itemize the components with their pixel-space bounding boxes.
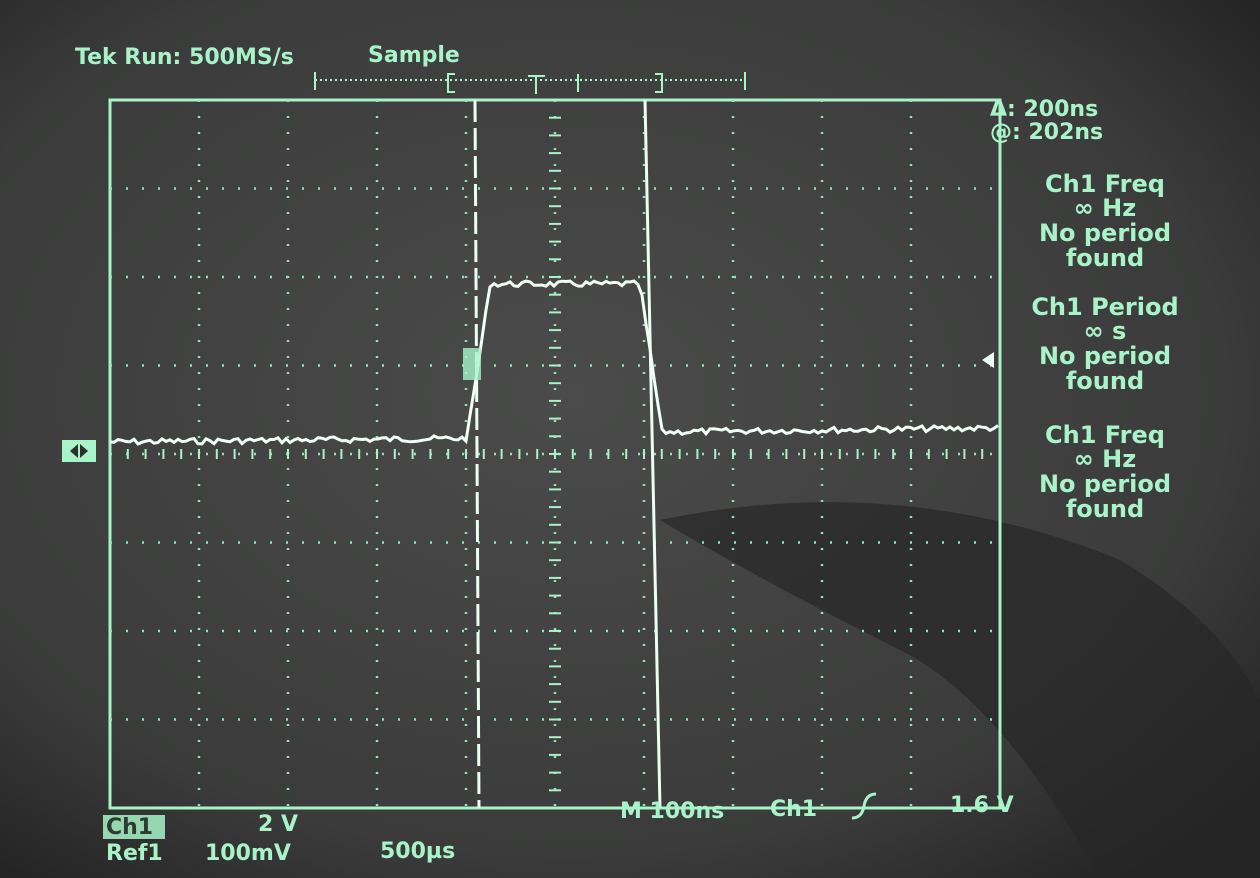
oscilloscope-photo: Tek Run: 500MS/s Sample Δ: 200ns @: 202n… (0, 0, 1260, 878)
measurement-note: found (1066, 367, 1144, 395)
measurement-note: No period (1039, 219, 1171, 247)
ref1-scale: 100mV (205, 841, 291, 866)
measurement-value: ∞ Hz (1074, 194, 1136, 222)
measurement-value: ∞ s (1084, 317, 1127, 345)
ch1-marker (62, 440, 96, 462)
trigger-level: 1.6 V (950, 793, 1014, 818)
measurement-note: found (1066, 244, 1144, 272)
acquire-mode: Sample (368, 43, 460, 68)
timebase: M 100ns (620, 799, 724, 824)
measurement-note: No period (1039, 342, 1171, 370)
ref1-label: Ref1 (106, 841, 163, 866)
measurement-note: No period (1039, 470, 1171, 498)
cursor-at: @: 202ns (990, 120, 1103, 145)
ref1-time: 500µs (380, 839, 455, 864)
trigger-source: Ch1 (770, 797, 817, 822)
ch1-label: Ch1 (106, 815, 153, 840)
cursor-delta: Δ: 200ns (990, 97, 1098, 122)
ch1-scale: 2 V (258, 812, 298, 837)
status: Tek Run: 500MS/s (75, 45, 294, 70)
measurement-value: ∞ Hz (1074, 445, 1136, 473)
trigger-box (463, 348, 481, 380)
measurement-note: found (1066, 495, 1144, 523)
